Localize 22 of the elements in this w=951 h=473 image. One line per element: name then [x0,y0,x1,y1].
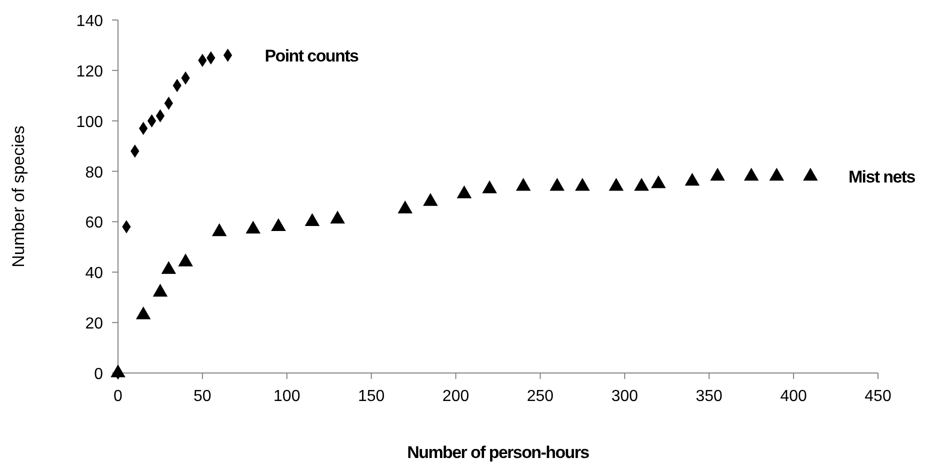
x-tick-label: 50 [194,388,212,405]
x-tick-label: 400 [780,388,807,405]
y-tick-label: 120 [76,63,104,80]
x-tick-label: 250 [526,388,554,405]
series-label: Point counts [264,46,358,66]
y-tick-label: 140 [76,13,104,30]
y-tick-label: 40 [85,265,104,282]
x-tick-label: 100 [274,388,300,405]
x-axis-title: Number of person-hours [407,443,590,462]
y-tick-label: 80 [85,164,104,182]
y-tick-label: 20 [85,316,104,333]
x-tick-label: 200 [442,388,470,405]
y-tick-label: 100 [76,114,104,131]
series-label: Mist nets [848,167,916,186]
x-tick-label: 350 [696,388,723,405]
y-tick-label: 60 [85,214,104,232]
x-tick-label: 300 [611,388,638,405]
y-axis-title: Number of species [9,126,28,268]
y-tick-label: 0 [94,366,104,383]
x-tick-label: 0 [114,388,123,405]
x-tick-label: 150 [358,388,385,405]
x-tick-label: 450 [864,388,892,405]
